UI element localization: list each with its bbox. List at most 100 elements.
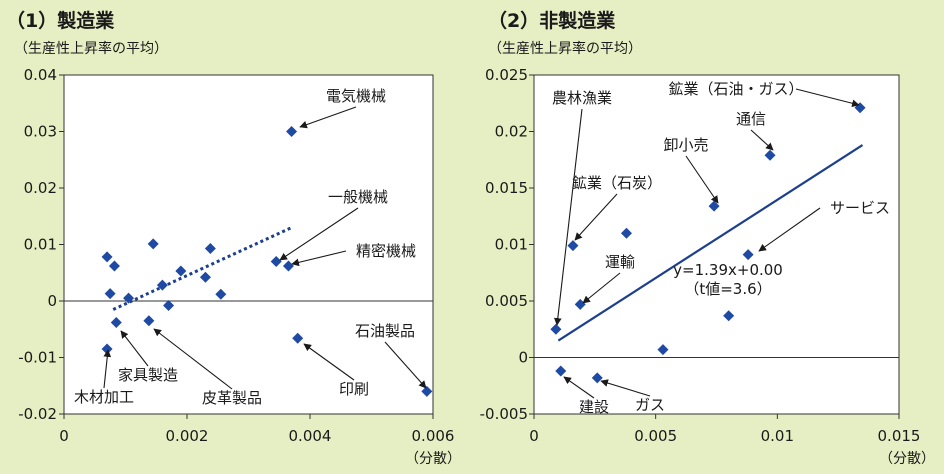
x-tick-label: 0.01	[761, 427, 794, 445]
y-tick-label: 0.005	[485, 292, 528, 310]
data-point	[567, 240, 579, 252]
label-arrow	[120, 330, 149, 367]
data-point	[292, 332, 304, 344]
data-point	[555, 365, 567, 377]
point-label: 通信	[736, 110, 766, 128]
label-arrow	[153, 328, 233, 390]
point-label: 卸小売	[663, 136, 708, 154]
x-tick-label: 0	[59, 427, 69, 445]
y-tick-label: 0.01	[24, 236, 57, 254]
y-axis-label: （生産性上昇率の平均）	[14, 41, 168, 57]
data-point	[723, 310, 735, 322]
trend-line	[557, 144, 864, 342]
regression-annotation: y=1.39x+0.00	[673, 261, 783, 279]
manufacturing-scatter-chart: -0.02 -0.01 0 0.01 0.02 0.03 0.04 0 0.002 0.004 0.…	[18, 66, 461, 467]
manufacturing-panel: （1）製造業 （生産性上昇率の平均） -0.02 -0.01 0 0.01 0.02 0.…	[6, 10, 461, 467]
y-tick-label: 0.04	[24, 66, 57, 84]
y-tick-label: 0.03	[24, 123, 57, 141]
label-arrow	[563, 376, 595, 399]
point-label: 皮革製品	[202, 389, 262, 407]
point-label: 石油製品	[355, 322, 415, 340]
data-point	[591, 372, 603, 384]
data-point	[270, 255, 282, 267]
y-tick-label: 0.02	[495, 123, 528, 141]
y-tick-label: 0	[47, 292, 57, 310]
point-label: サービス	[830, 199, 890, 217]
label-arrow	[103, 349, 112, 389]
data-point	[854, 102, 866, 114]
data-point	[175, 265, 187, 277]
y-axis-label: （生産性上昇率の平均）	[488, 41, 642, 57]
label-arrow	[582, 272, 621, 304]
point-label: 鉱業（石炭）	[572, 174, 662, 192]
point-label: 建設	[579, 398, 609, 416]
y-tick-label: -0.005	[480, 405, 528, 423]
data-point	[163, 300, 175, 312]
label-arrow	[279, 207, 359, 261]
data-point	[764, 149, 776, 161]
data-point	[282, 260, 294, 272]
label-arrow	[553, 108, 583, 326]
data-point	[104, 288, 116, 300]
data-point	[574, 298, 586, 310]
plot-area	[63, 74, 434, 415]
data-point	[123, 292, 135, 304]
data-point	[421, 385, 433, 397]
point-label: 家具製造	[118, 366, 178, 384]
regression-annotation: （t値=3.6）	[684, 280, 771, 298]
point-label: ガス	[635, 396, 665, 414]
y-tick-label: 0.025	[485, 66, 528, 84]
point-label: 木材加工	[74, 388, 134, 406]
plot-area	[533, 74, 900, 415]
y-tick-label: -0.01	[18, 349, 57, 367]
label-arrow	[600, 379, 651, 397]
data-point	[143, 315, 155, 327]
non-manufacturing-panel: （2）非製造業 （生産性上昇率の平均） -0.005 0 0.005 0.01 0.01…	[472, 0, 944, 474]
label-arrow	[758, 207, 821, 252]
data-point	[108, 260, 120, 272]
trend-line	[112, 226, 293, 311]
point-label: 電気機械	[326, 87, 386, 105]
point-label: 一般機械	[328, 188, 388, 206]
data-point	[147, 238, 159, 250]
label-arrow	[750, 129, 774, 151]
x-tick-label: 0.015	[878, 427, 921, 445]
label-arrow	[795, 88, 860, 108]
point-label: 印刷	[339, 380, 369, 398]
point-label: 農林漁業	[552, 89, 612, 107]
chart-title: （2）非製造業	[488, 10, 616, 32]
x-tick-label: 0.006	[412, 427, 455, 445]
y-tick-label: 0	[518, 349, 528, 367]
x-tick-label: 0.004	[289, 427, 332, 445]
point-label: 運輸	[605, 253, 635, 271]
y-tick-label: -0.02	[18, 405, 57, 423]
data-point	[742, 249, 754, 261]
data-point	[204, 242, 216, 254]
data-point	[101, 251, 113, 263]
x-axis-label: （分散）	[879, 451, 935, 467]
point-label: 鉱業（石油・ガス）	[668, 80, 803, 98]
label-arrow	[384, 341, 427, 389]
y-tick-label: 0.01	[495, 236, 528, 254]
label-arrow	[299, 106, 357, 129]
x-axis-label: （分散）	[405, 451, 461, 467]
point-label: 精密機械	[356, 242, 416, 260]
data-point	[620, 227, 632, 239]
label-arrow	[303, 343, 355, 381]
data-point	[657, 344, 669, 356]
x-tick-label: 0.005	[634, 427, 677, 445]
x-tick-label: 0	[529, 427, 539, 445]
data-point	[286, 126, 298, 137]
data-point	[110, 316, 122, 328]
label-arrow	[291, 250, 347, 267]
x-tick-label: 0.002	[166, 427, 209, 445]
y-tick-label: 0.015	[485, 179, 528, 197]
label-arrow	[574, 193, 618, 241]
label-arrow	[685, 155, 719, 204]
data-point	[199, 271, 211, 283]
data-point	[215, 288, 227, 300]
data-point	[550, 323, 562, 335]
data-point	[156, 279, 168, 291]
y-tick-label: 0.02	[24, 179, 57, 197]
